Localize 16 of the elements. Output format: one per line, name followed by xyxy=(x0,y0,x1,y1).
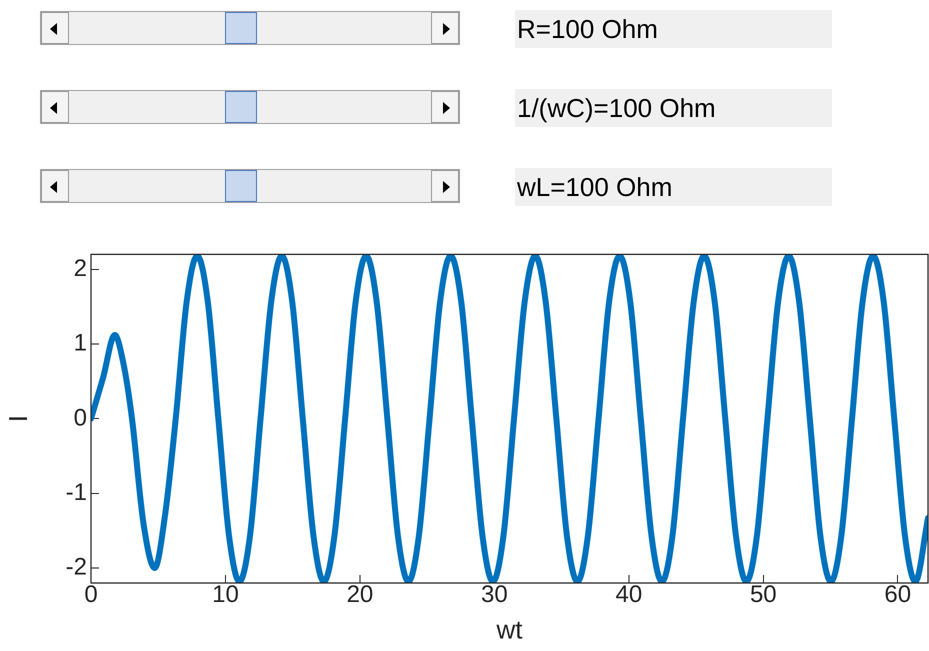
x-tick-label: 50 xyxy=(750,581,777,608)
x-axis-title: wt xyxy=(496,614,524,645)
text: 1/(wC)=100 Ohm xyxy=(515,89,832,127)
x-tick-label: 40 xyxy=(615,581,642,608)
y-tick-label: 0 xyxy=(74,404,87,432)
x-tick-label: 10 xyxy=(212,581,239,608)
y-tick-label: 1 xyxy=(74,330,87,357)
x-tick-label: 30 xyxy=(481,581,508,608)
y-axis-title: I xyxy=(2,415,33,422)
y-tick-label: 2 xyxy=(74,254,87,282)
y-tick-label: -2 xyxy=(66,554,87,581)
y-tick-label: -1 xyxy=(66,479,87,506)
x-tick-label: 60 xyxy=(884,581,912,608)
x-tick-label: 20 xyxy=(346,581,374,608)
text: wL=100 Ohm xyxy=(515,168,832,206)
text: R=100 Ohm xyxy=(515,10,832,48)
